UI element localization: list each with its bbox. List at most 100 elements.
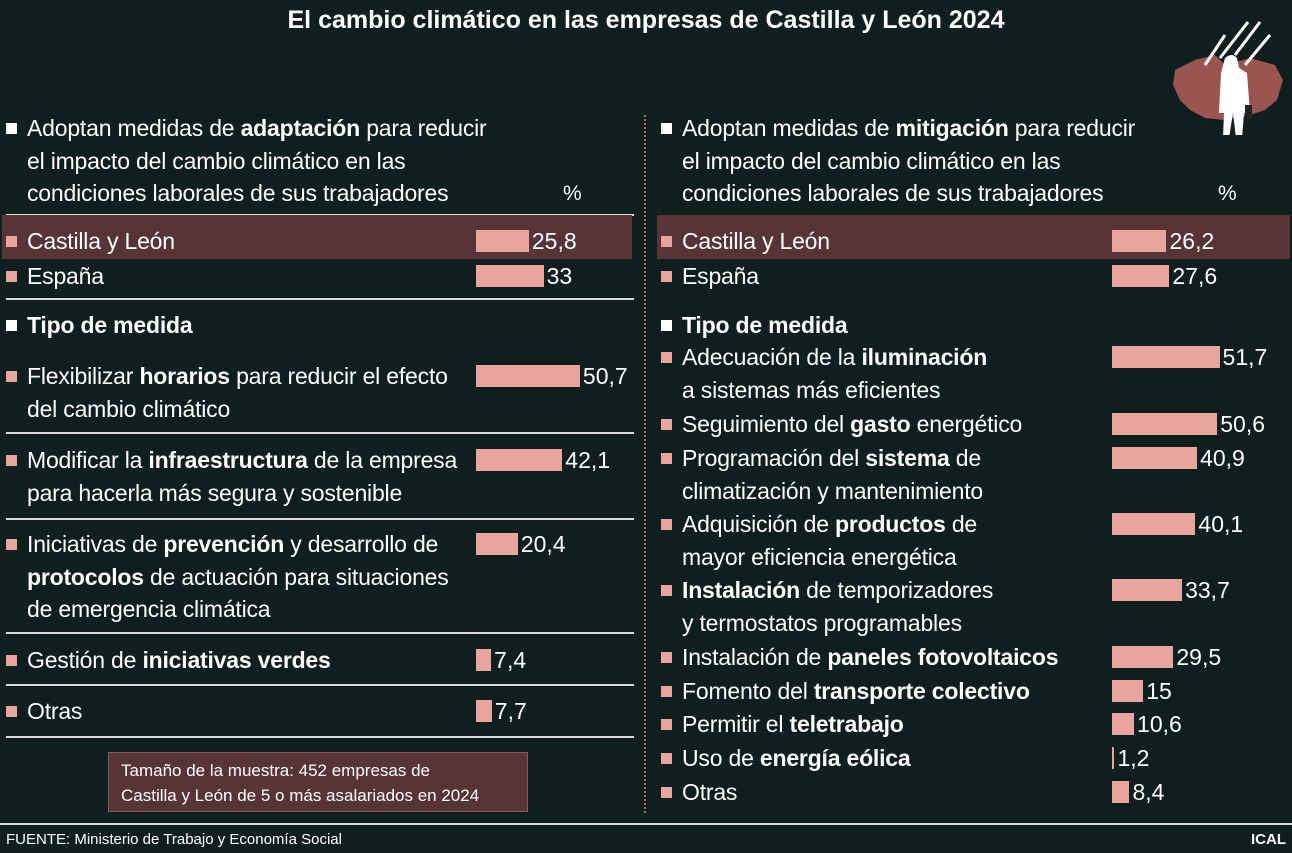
label-segment: Flexibilizar [27,363,140,389]
measure-value: 15 [1146,678,1172,704]
bullet-icon [661,419,672,430]
divider-line [6,632,634,634]
measure-label: del cambio climático [27,393,230,426]
measure-label: Permitir el teletrabajo [682,708,904,741]
measure-label: Otras [682,776,737,809]
divider-line [6,298,634,300]
panel-heading: condiciones laborales de sus trabajadore… [27,177,449,210]
measure-bar [1112,413,1218,435]
man-in-rain-over-region-map-icon [1173,21,1283,135]
measure-bar [476,449,563,471]
measure-label: Seguimiento del gasto energético [682,408,1022,441]
sample-size-note: Tamaño de la muestra: 452 empresas de Ca… [108,752,528,812]
label-segment: sistema [865,445,950,471]
label-segment: de temporizadores [799,577,994,603]
label-segment: Gestión de [27,647,143,673]
bullet-icon [661,753,672,764]
measure-value: 7,7 [494,698,527,724]
label-segment: Iniciativas de [27,531,164,557]
label-segment: Instalación [682,577,800,603]
sample-note-line: Tamaño de la muestra: 452 empresas de [121,761,431,780]
region-bar [1112,265,1170,287]
unit-label-left: % [563,182,582,205]
bullet-icon [661,719,672,730]
bullet-icon [661,320,672,331]
label-segment: de emergencia climática [27,596,271,622]
label-segment: productos [835,511,946,537]
sample-note-line: Castilla y León de 5 o más asalariados e… [121,786,480,805]
region-label: España [27,260,104,293]
region-value: 33 [546,263,573,289]
measure-value: 8,4 [1132,779,1165,805]
label-segment: gasto [850,411,911,437]
label-segment: Otras [27,698,83,724]
label-segment: Uso de [682,745,760,771]
divider-line [6,432,634,434]
measure-bar [476,533,518,555]
label-segment: del cambio climático [27,395,231,422]
label-segment: el impacto del cambio climático en las [27,147,406,174]
measure-label: Iniciativas de prevención y desarrollo d… [27,528,438,561]
measure-label: Fomento del transporte colectivo [682,675,1030,708]
divider-line [6,684,634,686]
label-segment: Adoptan medidas de [682,115,896,141]
measure-bar [1112,747,1115,769]
label-segment: energético [910,411,1023,437]
measure-label: Flexibilizar horarios para reducir el ef… [27,360,448,393]
measure-label: Gestión de iniciativas verdes [27,644,331,677]
measure-bar [1112,447,1198,469]
measure-label: Adquisición de productos de [682,508,977,541]
bullet-icon [6,236,17,247]
bullet-icon [6,271,17,282]
label-segment: mayor eficiencia energética [682,543,957,570]
measure-label: de emergencia climática [27,593,271,626]
bullet-icon [6,371,17,382]
bullet-icon [6,706,17,717]
measure-label: protocolos de actuación para situaciones [27,561,449,594]
measure-bar [476,649,492,671]
measure-bar [1112,781,1130,803]
label-segment: Seguimiento del [682,411,851,437]
bullet-icon [661,585,672,596]
label-segment: España [682,263,759,289]
measure-label: y termostatos programables [682,607,962,640]
label-segment: climatización y mantenimiento [682,477,983,504]
label-segment: el impacto del cambio climático en las [682,147,1061,174]
panel-heading: Adoptan medidas de mitigación para reduc… [682,112,1135,145]
label-segment: Modificar la [27,447,149,473]
label-segment: para reducir [360,115,487,141]
bullet-icon [661,686,672,697]
label-segment: de actuación para situaciones [143,563,449,590]
label-segment: Castilla y León [682,228,830,254]
label-segment: de [949,445,981,471]
region-label: Castilla y León [27,225,175,258]
measure-value: 50,7 [582,363,628,389]
region-label: España [682,260,759,293]
label-segment: de la empresa [307,447,458,473]
measure-label: Instalación de paneles fotovoltaicos [682,641,1058,674]
panel-heading: el impacto del cambio climático en las [682,145,1061,178]
measure-bar [1112,513,1196,535]
label-segment: para hacerla más segura y sostenible [27,479,403,506]
measure-value: 10,6 [1137,711,1182,737]
region-bar [1112,230,1167,252]
bullet-icon [661,123,672,134]
measure-bar [1112,680,1144,702]
bullet-icon [6,455,17,466]
label-segment: infraestructura [148,447,308,473]
measure-bar [476,700,492,722]
footer-divider [0,823,1292,825]
label-segment: Permitir el [682,711,790,737]
measure-label: Programación del sistema de [682,442,981,475]
label-segment: mitigación [895,115,1009,141]
measure-value: 42,1 [565,447,611,473]
bullet-icon [6,123,17,134]
measure-value: 50,6 [1220,411,1265,437]
measure-value: 40,9 [1200,445,1245,471]
bullet-icon [6,539,17,550]
label-segment: adaptación [240,115,361,141]
label-segment: horarios [139,363,230,389]
label-segment: condiciones laborales de sus trabajadore… [27,180,449,206]
unit-label-right: % [1218,182,1237,205]
region-value: 25,8 [531,228,577,254]
